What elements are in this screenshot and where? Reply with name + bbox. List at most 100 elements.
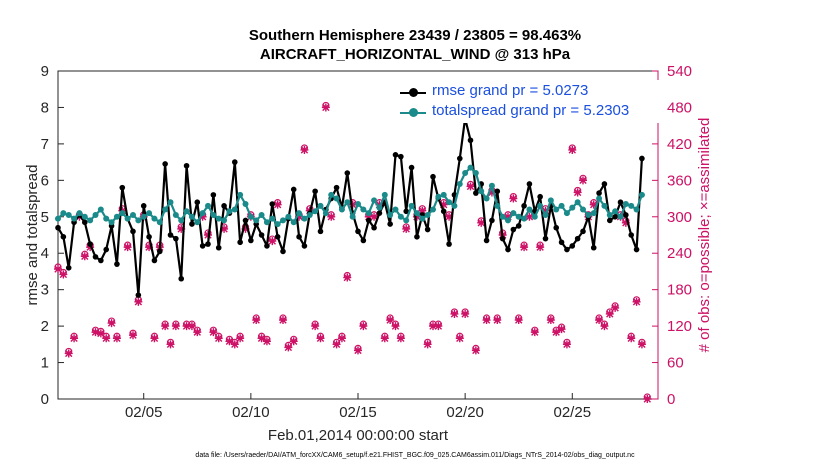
rmse-point — [65, 265, 72, 271]
rmse-point — [264, 243, 270, 249]
totalspread-point — [381, 191, 388, 198]
totalspread-point — [124, 215, 131, 222]
obs-assimilated-point — [514, 316, 523, 325]
totalspread-point — [403, 217, 410, 224]
obs-assimilated-point — [541, 206, 550, 215]
obs-assimilated-point — [198, 212, 207, 221]
totalspread-point — [76, 210, 83, 217]
rmse-point — [151, 257, 158, 264]
rmse-point — [189, 221, 195, 227]
totalspread-point — [526, 206, 533, 213]
totalspread-point — [151, 215, 158, 222]
chart-title-line2: AIRCRAFT_HORIZONTAL_WIND @ 313 hPa — [259, 46, 571, 63]
totalspread-point — [424, 211, 431, 218]
obs-assimilated-point — [402, 224, 411, 233]
rmse-point — [489, 217, 495, 224]
totalspread-point — [301, 215, 308, 222]
rmse-point — [510, 226, 517, 233]
rmse-point — [221, 203, 227, 209]
totalspread-point — [558, 202, 565, 209]
y-tick-label-9: 9 — [41, 63, 49, 80]
obs-assimilated-point — [627, 334, 636, 343]
totalspread-point — [596, 195, 603, 202]
obs-assimilated-point — [193, 328, 202, 337]
rmse-point — [505, 246, 511, 253]
obs-assimilated-point — [370, 212, 379, 221]
obs-assimilated-point — [91, 328, 100, 337]
totalspread-point — [167, 199, 174, 206]
obs-assimilated-point — [300, 145, 309, 154]
y-tick-label-5: 5 — [41, 209, 49, 226]
rmse-point — [564, 246, 570, 253]
x-tick-label-1: 02/10 — [232, 404, 270, 421]
y2-tick-label-0: 0 — [667, 391, 675, 408]
rmse-point — [526, 181, 533, 187]
legend-entry-rmse: rmse grand pr = 5.0273 — [398, 82, 660, 102]
rmse-point — [628, 232, 635, 238]
rmse-point — [215, 244, 222, 251]
obs-assimilated-point — [418, 206, 427, 215]
obs-assimilated-point — [520, 243, 529, 252]
obs-assimilated-point — [279, 316, 287, 325]
totalspread-point — [210, 211, 217, 218]
y2-tick-label-3: 180 — [667, 282, 692, 299]
rmse-point — [333, 184, 340, 191]
totalspread-point — [499, 213, 506, 220]
obs-assimilated-point — [354, 346, 362, 355]
totalspread-point — [338, 206, 345, 213]
obs-assimilated-point — [493, 316, 502, 325]
totalspread-point — [87, 217, 94, 224]
obs-assimilated-point — [348, 200, 357, 209]
totalspread-point — [333, 195, 340, 202]
obs-assimilated-point — [568, 145, 577, 154]
totalspread-point — [103, 215, 110, 222]
x-axis-label: Feb.01,2014 00:00:00 start — [268, 427, 449, 444]
rmse-point — [55, 224, 61, 231]
totalspread-point — [226, 208, 233, 215]
totalspread-point — [467, 164, 474, 171]
rmse-point — [371, 224, 377, 231]
rmse-point — [355, 228, 361, 235]
obs-assimilated-point — [391, 322, 400, 331]
obs-assimilated-point — [455, 334, 464, 343]
rmse-point — [440, 208, 447, 215]
totalspread-point — [563, 210, 570, 217]
y2-tick-label-9: 540 — [667, 63, 692, 80]
totalspread-point — [280, 217, 286, 224]
rmse-point — [130, 228, 136, 235]
y-tick-label-8: 8 — [41, 99, 49, 116]
rmse-point — [173, 235, 179, 242]
rmse-point — [269, 201, 276, 207]
totalspread-point — [521, 215, 528, 222]
rmse-point — [194, 199, 201, 205]
totalspread-point — [590, 210, 597, 217]
obs-assimilated-point — [268, 237, 277, 246]
rmse-point — [210, 192, 217, 198]
rmse-point — [237, 239, 243, 246]
obs-assimilated-point — [552, 328, 561, 337]
obs-assimilated-point — [375, 200, 384, 209]
totalspread-point — [108, 219, 115, 226]
y2-tick-label-8: 480 — [667, 99, 692, 116]
totalspread-point — [446, 199, 453, 206]
totalspread-point — [274, 221, 281, 228]
totalspread-point — [135, 217, 142, 224]
totalspread-point — [606, 211, 613, 218]
rmse-point — [162, 161, 168, 167]
obs-assimilated-point — [257, 334, 266, 343]
totalspread-point — [456, 180, 463, 187]
totalspread-point — [617, 213, 624, 220]
totalspread-point — [199, 210, 206, 217]
obs-assimilated-point — [461, 309, 470, 318]
y2-tick-label-5: 300 — [667, 209, 692, 226]
obs-assimilated-point — [295, 212, 304, 221]
rmse-point — [574, 235, 581, 242]
rmse-point — [424, 226, 431, 233]
obs-assimilated-point — [343, 273, 352, 282]
obs-assimilated-point — [262, 337, 271, 346]
obs-assimilated-point — [364, 212, 373, 221]
x-tick-label-2: 02/15 — [339, 404, 377, 421]
totalspread-point — [349, 213, 356, 220]
rmse-point — [521, 203, 527, 209]
rmse-point — [146, 234, 152, 240]
